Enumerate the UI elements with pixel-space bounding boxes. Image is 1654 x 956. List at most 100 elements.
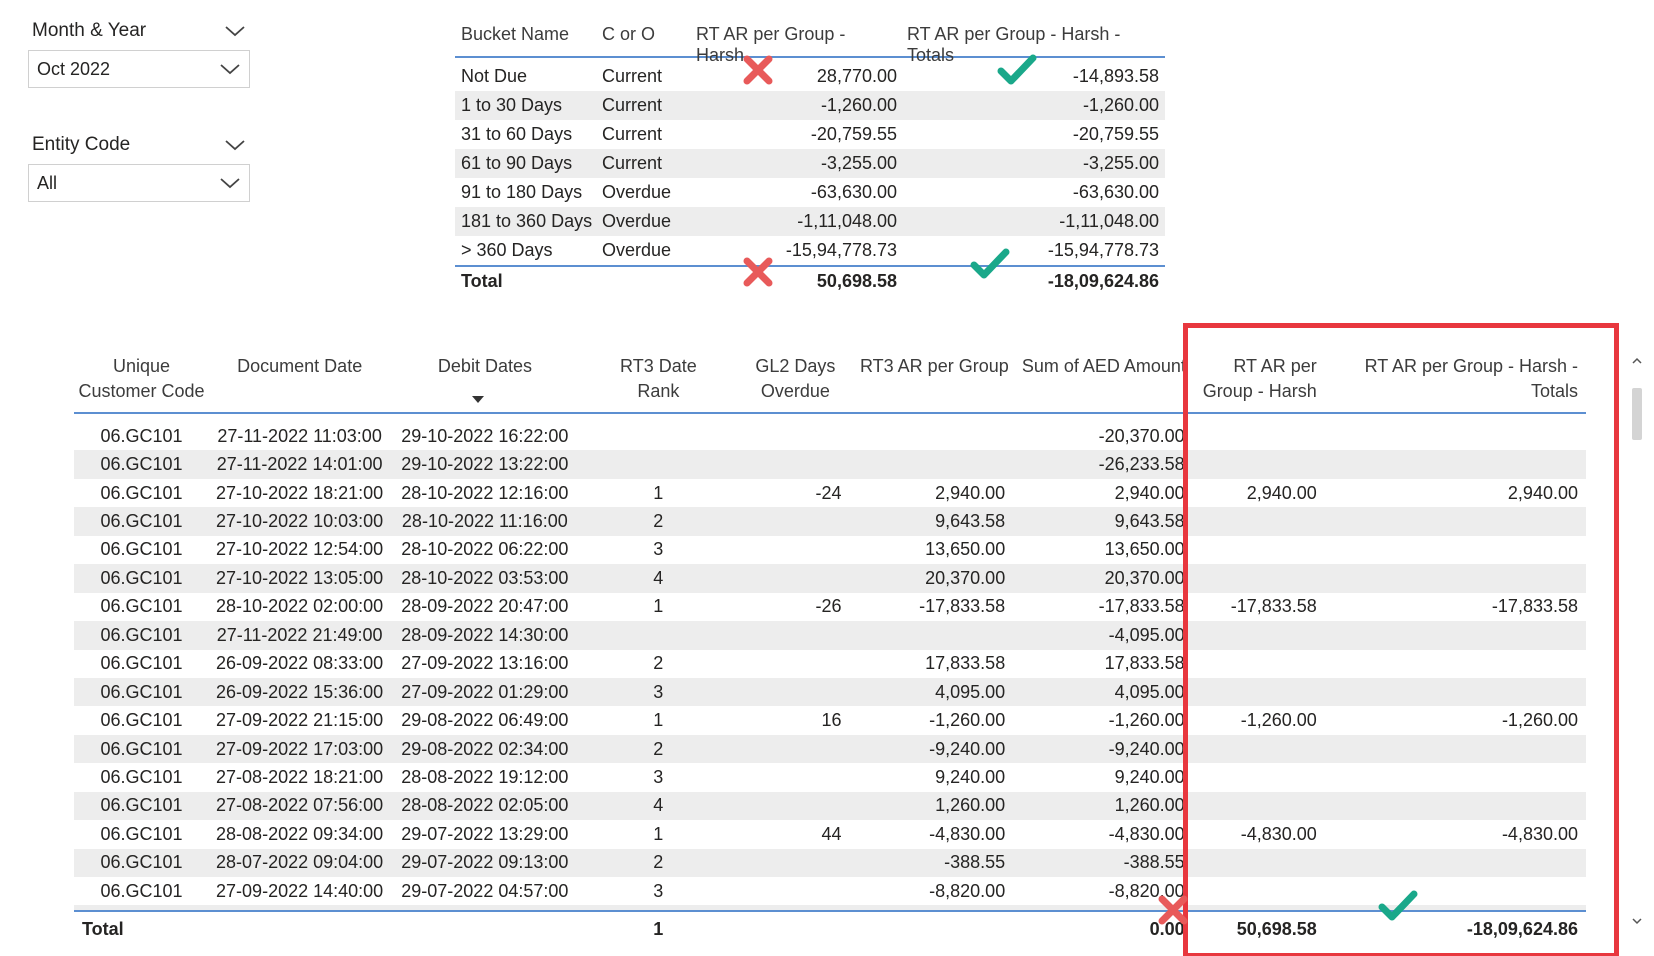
- table-cell: 2,940.00: [1246, 482, 1317, 503]
- table-cell: -26,233.58: [1098, 454, 1185, 475]
- table-cell: 26-09-2022 15:36:00: [216, 681, 384, 702]
- table-cell: 27-09-2022 13:16:00: [401, 653, 569, 674]
- table-row[interactable]: 06.GC101 27-09-2022 14:40:00 29-07-2022 04…: [74, 877, 1586, 905]
- table-row[interactable]: 06.GC101 27-10-2022 18:21:00 28-10-2022 12…: [74, 479, 1586, 507]
- table-cell: 28-10-2022 11:16:00: [401, 511, 568, 532]
- table-cell: 06.GC101: [100, 454, 183, 475]
- table-cell: 4: [579, 909, 737, 910]
- table-row[interactable]: > 360 Days Overdue -15,94,778.73 -15,94,778…: [455, 236, 1165, 265]
- column-header[interactable]: Sum of AED Amount: [1015, 350, 1192, 412]
- scroll-down-icon[interactable]: [1630, 914, 1644, 928]
- table-cell: -1,260.00: [1501, 710, 1578, 731]
- table-cell: -8,820.00: [929, 880, 1006, 901]
- sort-descending-icon[interactable]: [472, 396, 484, 403]
- column-header-line: RT AR per: [1233, 356, 1317, 376]
- table-cell: Not Due: [461, 66, 528, 86]
- table-cell: 28-09-2022 14:30:00: [401, 624, 569, 645]
- table-cell: -63,630.00: [810, 182, 897, 202]
- table-cell: 27-10-2022 13:05:00: [216, 567, 384, 588]
- column-header[interactable]: Bucket Name: [461, 24, 570, 44]
- slicer-value: All: [37, 172, 58, 193]
- table-row[interactable]: 06.GC101 27-10-2022 13:05:00 28-10-2022 03…: [74, 564, 1586, 593]
- table-header: Unique Customer Code Document Date Debit Da…: [74, 350, 1586, 414]
- table-cell: 06.GC101: [100, 738, 183, 759]
- column-header[interactable]: C or O: [602, 24, 656, 44]
- table-cell: -24: [815, 482, 842, 503]
- table-cell: Current: [602, 153, 663, 173]
- bucket-table: Bucket Name C or O RT AR per Group - Har…: [455, 18, 1165, 295]
- table-row[interactable]: 06.GC101 27-11-2022 14:01:00 29-10-2022 13…: [74, 450, 1586, 479]
- table-row[interactable]: 06.GC101 27-10-2022 12:54:00 28-10-2022 06…: [74, 536, 1586, 564]
- check-mark-icon: [997, 54, 1037, 85]
- table-cell: 29-10-2022 13:22:00: [401, 454, 569, 475]
- table-row[interactable]: 1 to 30 Days Current -1,260.00 -1,260.00: [455, 91, 1165, 120]
- column-header[interactable]: GL2 Days Overdue: [737, 350, 853, 412]
- table-row[interactable]: Not Due Current 28,770.00 -14,893.58: [455, 62, 1165, 91]
- table-row[interactable]: 06.GC101 27-11-2022 11:03:00 29-10-2022 16…: [74, 422, 1586, 450]
- chevron-down-icon[interactable]: [219, 176, 241, 190]
- cross-mark-icon: [1158, 895, 1188, 925]
- table-row[interactable]: 06.GC101 27-08-2022 18:21:00 28-08-2022 19…: [74, 763, 1586, 791]
- table-cell: 8,820.00: [853, 909, 1015, 910]
- slicer-dropdown[interactable]: All: [28, 164, 250, 202]
- table-cell: 28-07-2022 19:09:00: [390, 909, 579, 910]
- table-cell: -15,94,778.73: [1047, 240, 1159, 260]
- column-header[interactable]: Debit Dates: [390, 350, 579, 412]
- column-header[interactable]: RT AR per Group - Harsh: [1193, 350, 1325, 412]
- table-cell: Total: [82, 918, 124, 939]
- column-header[interactable]: RT AR per Group - Harsh: [696, 24, 846, 65]
- table-row[interactable]: 06.GC101 27-11-2022 21:49:00 28-09-2022 14…: [74, 621, 1586, 650]
- table-cell: 28-09-2022 20:47:00: [401, 596, 569, 617]
- table-row[interactable]: 06.GC101 27-09-2022 21:15:00 29-08-2022 06…: [74, 706, 1586, 734]
- table-row[interactable]: 06.GC101 26-09-2022 08:33:00 27-09-2022 13…: [74, 650, 1586, 678]
- table-cell: 27-10-2022 12:54:00: [216, 539, 384, 560]
- table-row[interactable]: 06.GC101 28-10-2022 02:00:00 28-09-2022 20…: [74, 593, 1586, 621]
- table-cell: 28-10-2022 12:16:00: [401, 482, 569, 503]
- column-header-line: Unique: [112, 356, 171, 376]
- column-header-line: GL2 Days: [755, 356, 836, 376]
- slicer-dropdown[interactable]: Oct 2022: [28, 50, 250, 88]
- table-row[interactable]: 31 to 60 Days Current -20,759.55 -20,759.55: [455, 120, 1165, 149]
- chevron-down-icon[interactable]: [224, 138, 246, 152]
- slicer-entity-code: Entity Code All: [28, 130, 250, 202]
- column-header[interactable]: Unique Customer Code: [74, 350, 209, 412]
- table-cell: 29-07-2022 09:13:00: [401, 852, 569, 873]
- column-header[interactable]: RT3 AR per Group: [854, 350, 1016, 412]
- table-row[interactable]: 06.GC101 28-08-2022 09:34:00 29-07-2022 13…: [74, 820, 1586, 848]
- table-cell: -388.55: [1123, 852, 1185, 873]
- table-row[interactable]: 91 to 180 Days Overdue -63,630.00 -63,630.0…: [455, 178, 1165, 207]
- column-header[interactable]: Document Date: [209, 350, 390, 412]
- table-row[interactable]: 181 to 360 Days Overdue -1,11,048.00 -1,11,…: [455, 207, 1165, 236]
- table-row[interactable]: 61 to 90 Days Current -3,255.00 -3,255.00: [455, 149, 1165, 178]
- chevron-down-icon[interactable]: [224, 24, 246, 38]
- table-row[interactable]: 06.GC101 27-08-2022 07:56:00 28-08-2022 02…: [74, 791, 1586, 821]
- table-cell: -20,759.55: [1072, 124, 1159, 144]
- column-header-line: Document Date: [237, 356, 363, 376]
- table-cell: 28-08-2022 02:05:00: [401, 795, 569, 816]
- table-cell: 9,240.00: [935, 766, 1006, 787]
- column-header[interactable]: RT3 Date Rank: [580, 350, 738, 412]
- table-cell: -17,833.58: [1230, 596, 1317, 617]
- column-header[interactable]: RT AR per Group - Harsh - Totals: [1325, 350, 1586, 412]
- table-cell: 06.GC101: [100, 567, 183, 588]
- column-header[interactable]: RT AR per Group - Harsh - Totals: [907, 24, 1121, 65]
- table-cell: -18,09,624.86: [1047, 270, 1159, 291]
- table-cell: -1,11,048.00: [797, 211, 897, 231]
- chevron-down-icon[interactable]: [219, 62, 241, 76]
- table-cell: -14,893.58: [1072, 66, 1159, 86]
- table-row[interactable]: 06.GC101 26-09-2022 15:36:00 27-09-2022 01…: [74, 677, 1586, 707]
- table-row[interactable]: 06.GC101 27-10-2022 10:03:00 28-10-2022 11…: [74, 507, 1586, 536]
- table-cell: 4: [653, 795, 664, 816]
- scrollbar-thumb[interactable]: [1632, 388, 1642, 440]
- table-cell: 29-08-2022 02:34:00: [401, 738, 569, 759]
- scroll-up-icon[interactable]: [1630, 354, 1644, 368]
- table-cell: 06.GC101: [100, 539, 183, 560]
- table-cell: 3: [653, 766, 664, 787]
- table-cell: 06.GC101: [74, 909, 209, 910]
- table-row[interactable]: 06.GC101 27-09-2022 17:03:00 29-08-2022 02…: [74, 734, 1586, 764]
- table-cell: 2,940.00: [1114, 482, 1185, 503]
- table-row[interactable]: 06.GC101 28-07-2022 09:04:00 29-07-2022 09…: [74, 848, 1586, 877]
- table-cell: -4,830.00: [1501, 823, 1578, 844]
- vertical-scrollbar[interactable]: [1630, 354, 1644, 928]
